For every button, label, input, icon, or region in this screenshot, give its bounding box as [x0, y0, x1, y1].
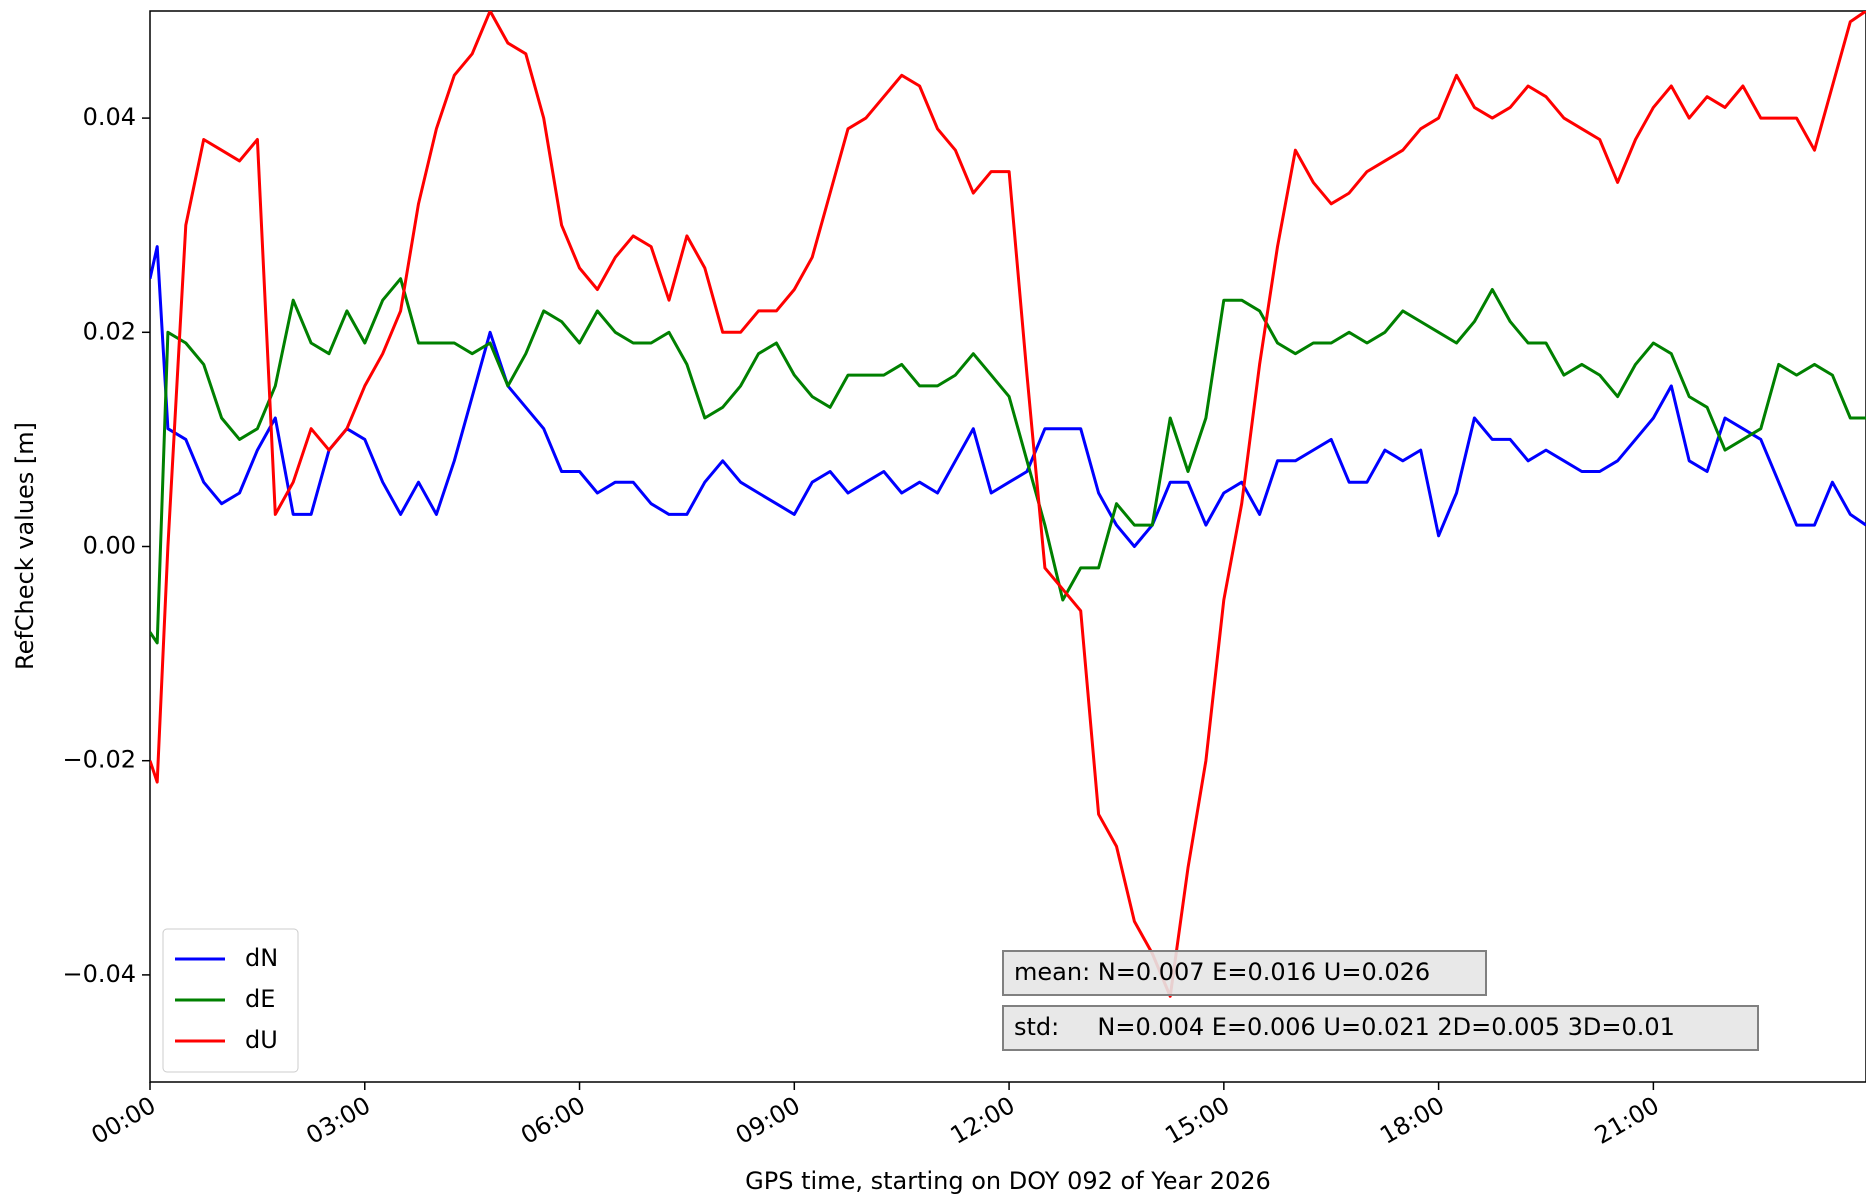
x-tick-label: 06:00: [516, 1091, 590, 1150]
data-line: [150, 11, 1866, 998]
legend-label: dN: [245, 944, 278, 972]
x-tick-label: 00:00: [87, 1091, 161, 1150]
x-tick-label: 03:00: [301, 1091, 375, 1150]
annotation: std: N=0.004 E=0.006 U=0.021 2D=0.005 3D…: [1014, 1013, 1675, 1041]
annotation: mean: N=0.007 E=0.016 U=0.026: [1014, 958, 1430, 986]
y-tick-label: 0.02: [83, 317, 136, 345]
data-line: [150, 245, 1866, 548]
legend-box: [162, 928, 299, 1073]
x-tick-label: 12:00: [946, 1091, 1020, 1150]
annotation-box: [1002, 950, 1487, 996]
y-tick-label: −0.02: [62, 746, 136, 774]
legend-label: dE: [245, 985, 275, 1013]
x-tick-label: 18:00: [1375, 1091, 1449, 1150]
y-tick-label: 0.00: [83, 532, 136, 560]
x-tick-label: 09:00: [731, 1091, 805, 1150]
x-tick-label: 15:00: [1160, 1091, 1234, 1150]
y-tick-label: 0.04: [83, 103, 136, 131]
annotation-box: [1002, 1005, 1759, 1051]
y-tick-label: −0.04: [62, 960, 136, 988]
y-axis-label: RefCheck values [m]: [11, 422, 39, 670]
x-axis-label: GPS time, starting on DOY 092 of Year 20…: [745, 1167, 1271, 1195]
legend-label: dU: [245, 1026, 278, 1054]
x-tick-label: 21:00: [1590, 1091, 1664, 1150]
data-line: [150, 277, 1866, 645]
